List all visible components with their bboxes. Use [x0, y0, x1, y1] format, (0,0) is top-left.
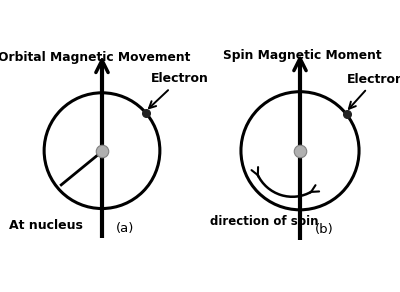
Text: Spin Magnetic Moment: Spin Magnetic Moment	[222, 49, 381, 62]
Text: Electron: Electron	[346, 73, 400, 109]
Text: direction of spin: direction of spin	[210, 215, 318, 227]
Text: (b): (b)	[314, 223, 333, 237]
Text: At nucleus: At nucleus	[9, 219, 82, 232]
Text: (a): (a)	[116, 222, 134, 235]
Text: Orbital Magnetic Movement: Orbital Magnetic Movement	[0, 51, 191, 64]
Text: Electron: Electron	[149, 72, 209, 108]
